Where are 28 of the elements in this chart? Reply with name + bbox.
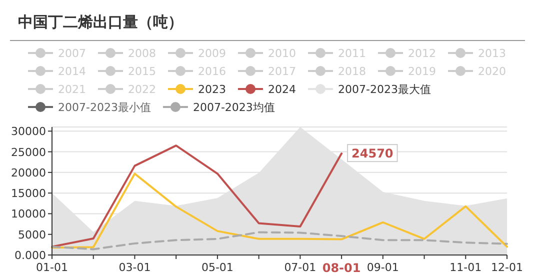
x-tick-label: 05-01 [201, 261, 234, 274]
y-tick-label: 0.000 [14, 249, 46, 262]
legend-item: 2024 [238, 83, 296, 96]
y-tick-label: 10000 [11, 208, 46, 221]
y-tick-label: 30000 [11, 125, 46, 138]
legend-item: 2007-2023最小值 [28, 101, 151, 114]
x-tick-label: 07-01 [284, 261, 316, 274]
legend-item: 2023 [168, 83, 226, 96]
y-tick-label: 20000 [11, 166, 46, 180]
legend-item: 2007-2023均值 [162, 101, 275, 114]
x-tick-label: 08-01 [322, 261, 361, 275]
legend-label: 2023 [198, 83, 226, 96]
x-tick-label: 03-01 [118, 261, 151, 274]
x-tick-label: 11-01 [450, 261, 482, 274]
y-tick-label: 15000 [11, 187, 46, 200]
legend-label: 2007-2023最小值 [58, 101, 151, 114]
x-tick-label: 09-01 [366, 261, 399, 274]
chart-title: 中国丁二烯出口量（吨） [18, 13, 183, 31]
annotation: 24570 [352, 146, 394, 161]
legend-label: 2007-2023均值 [192, 101, 275, 114]
y-tick-label: 5000 [18, 228, 46, 242]
legend-label: 2007-2023最大值 [338, 83, 431, 96]
pointer-label: 24570 [347, 144, 398, 162]
y-tick-label: 25000 [11, 146, 46, 159]
legend-label: 2024 [268, 83, 296, 96]
legend-item: 2007-2023最大值 [308, 83, 431, 96]
x-tick-label: 12-01 [491, 261, 523, 274]
x-tick-label: 01-01 [36, 261, 68, 274]
